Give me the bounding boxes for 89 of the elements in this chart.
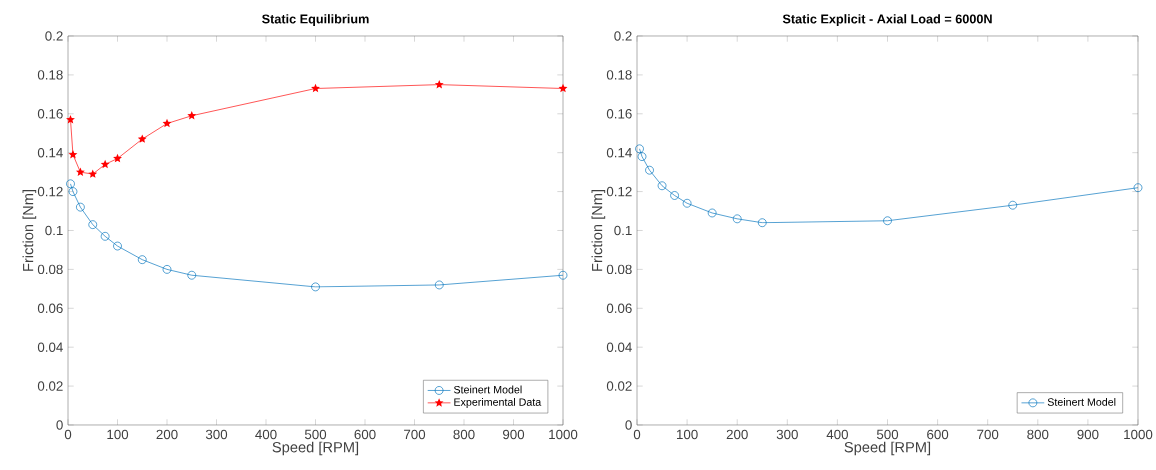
y-tick-label: 0.14 xyxy=(37,147,63,158)
point xyxy=(434,280,444,290)
chart-title: Static Equilibrium xyxy=(262,14,369,26)
y-tick-label: 0.14 xyxy=(606,147,632,158)
point xyxy=(162,118,172,128)
y-axis-title: Friction [Nm] xyxy=(591,189,606,271)
y-tick-label: 0.16 xyxy=(37,109,63,119)
x-tick-label: 0 xyxy=(633,429,641,440)
point xyxy=(311,282,320,292)
point xyxy=(1133,183,1143,193)
y-tick-label: 0.2 xyxy=(45,31,63,41)
point xyxy=(670,191,679,200)
y-tick-label: 0.08 xyxy=(606,264,632,275)
point xyxy=(707,208,717,218)
x-tick-label: 900 xyxy=(503,429,525,440)
point xyxy=(113,241,122,251)
legend-label: Steinert Model xyxy=(1047,397,1116,406)
point xyxy=(137,134,147,143)
point xyxy=(66,179,75,189)
y-tick-label: 0.1 xyxy=(614,225,632,236)
x-tick-label: 900 xyxy=(1077,429,1099,440)
point xyxy=(68,149,78,159)
point xyxy=(558,83,568,93)
x-tick-label: 800 xyxy=(1027,429,1049,440)
x-tick-label: 1000 xyxy=(1124,429,1153,440)
point xyxy=(66,114,75,124)
y-tick-label: 0.08 xyxy=(37,264,63,275)
y-tick-label: 0.18 xyxy=(37,70,63,80)
point xyxy=(1008,200,1018,210)
y-tick-label: 0.02 xyxy=(37,381,63,391)
x-tick-label: 100 xyxy=(107,429,129,440)
y-tick-label: 0.1 xyxy=(45,225,63,236)
point xyxy=(657,181,667,191)
x-tick-label: 300 xyxy=(776,429,798,440)
x-tick-label: 500 xyxy=(304,429,327,440)
point xyxy=(645,165,654,175)
point xyxy=(637,152,647,161)
y-tick-label: 0.04 xyxy=(606,342,632,352)
y-tick-label: 0.04 xyxy=(37,342,63,352)
y-tick-label: 0.06 xyxy=(37,303,63,313)
point xyxy=(68,187,78,196)
y-axis-title: Friction [Nm] xyxy=(22,189,37,271)
point xyxy=(757,218,767,228)
point xyxy=(187,270,197,280)
y-tick-label: 0 xyxy=(56,420,63,430)
x-tick-label: 500 xyxy=(876,429,899,440)
x-axis-title: Speed [RPM] xyxy=(272,441,359,456)
point xyxy=(100,231,110,241)
point xyxy=(732,214,742,224)
y-tick-label: 0.18 xyxy=(606,70,632,80)
x-tick-label: 1000 xyxy=(549,429,578,440)
legend-label: Experimental Data xyxy=(454,397,542,408)
point xyxy=(682,198,692,208)
point xyxy=(883,216,892,226)
y-tick-label: 0 xyxy=(625,420,632,430)
x-tick-label: 300 xyxy=(205,429,228,440)
x-tick-label: 600 xyxy=(927,429,949,440)
y-tick-label: 0.2 xyxy=(614,31,632,41)
point xyxy=(434,79,444,89)
y-tick-label: 0.12 xyxy=(37,186,63,197)
x-axis-title: Speed [RPM] xyxy=(844,441,931,456)
y-tick-label: 0.12 xyxy=(606,186,632,197)
chart-title: Static Explicit - Axial Load = 6000N xyxy=(782,14,992,26)
point xyxy=(88,169,98,178)
point xyxy=(137,255,147,264)
y-tick-label: 0.16 xyxy=(606,109,632,119)
x-tick-label: 700 xyxy=(977,429,999,440)
legend-label: Steinert Model xyxy=(453,385,522,394)
x-tick-label: 100 xyxy=(677,429,698,440)
x-tick-label: 600 xyxy=(354,429,376,440)
x-tick-label: 700 xyxy=(404,429,426,440)
x-tick-label: 0 xyxy=(64,429,72,440)
point xyxy=(88,220,98,229)
point xyxy=(162,265,172,274)
x-tick-label: 400 xyxy=(826,429,849,440)
x-tick-label: 400 xyxy=(255,429,277,440)
point xyxy=(558,270,568,280)
y-tick-label: 0.06 xyxy=(606,303,632,313)
x-tick-label: 200 xyxy=(156,429,178,440)
point xyxy=(100,159,110,169)
y-tick-label: 0.02 xyxy=(606,381,632,391)
point xyxy=(75,167,85,176)
point xyxy=(113,153,122,163)
point xyxy=(311,83,320,93)
point xyxy=(635,144,644,154)
point xyxy=(187,111,197,120)
x-tick-label: 800 xyxy=(453,429,475,440)
point xyxy=(76,202,85,212)
x-tick-label: 200 xyxy=(726,429,748,440)
